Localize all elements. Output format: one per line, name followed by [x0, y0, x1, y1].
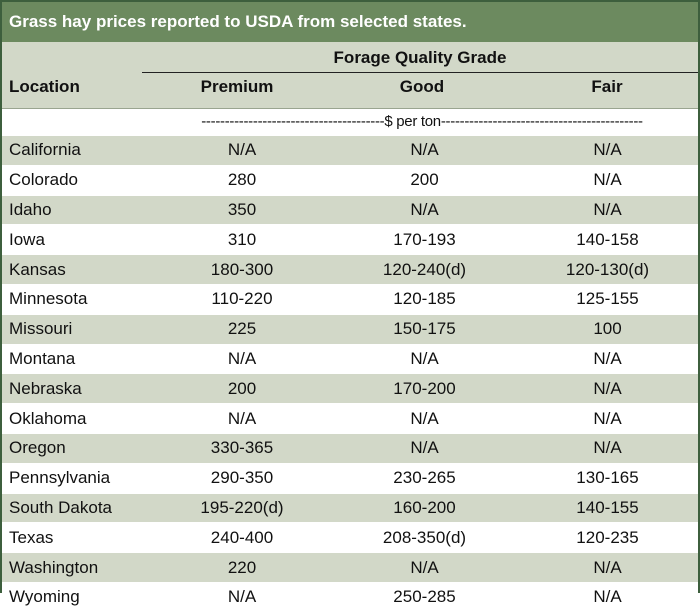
header-fair: Fair	[591, 77, 623, 96]
header-location: Location	[9, 77, 80, 96]
table-row: Texas 240-400 208-350(d) 120-235	[2, 522, 698, 553]
row-premium-price: N/A	[152, 343, 332, 374]
row-fair-price: N/A	[517, 552, 698, 583]
row-good-price: N/A	[332, 552, 517, 583]
row-location: Colorado	[2, 164, 152, 196]
row-premium-price: 350	[152, 194, 332, 225]
unit-label: ---------------------------------------$…	[201, 113, 643, 130]
row-good-price: 200	[332, 164, 517, 196]
row-fair-price: 100	[517, 313, 698, 345]
row-fair-price: N/A	[517, 194, 698, 225]
row-premium-price: 110-220	[152, 283, 332, 315]
header-good: Good	[399, 77, 445, 96]
row-location: Missouri	[2, 313, 152, 345]
table-row: Pennsylvania 290-350 230-265 130-165	[2, 462, 698, 494]
table-row: California N/A N/A N/A	[2, 135, 698, 166]
row-premium-price: 280	[152, 164, 332, 196]
row-fair-price: 140-155	[517, 492, 698, 523]
row-fair-price: 130-165	[517, 462, 698, 494]
row-premium-price: 240-400	[152, 522, 332, 553]
table-title: Grass hay prices reported to USDA from s…	[2, 2, 698, 42]
row-location: Montana	[2, 343, 152, 374]
row-premium-price: 310	[152, 224, 332, 255]
row-premium-price: 220	[152, 552, 332, 583]
row-good-price: 208-350(d)	[332, 522, 517, 553]
row-good-price: 230-265	[332, 462, 517, 494]
row-location: Texas	[2, 522, 152, 553]
table-header: Location Forage Quality Grade Premium Go…	[2, 42, 698, 108]
row-fair-price: 120-235	[517, 522, 698, 553]
row-location: Wyoming	[2, 581, 152, 612]
row-good-price: N/A	[332, 432, 517, 464]
row-good-price: 120-240(d)	[332, 254, 517, 285]
row-good-price: 120-185	[332, 283, 517, 315]
row-good-price: N/A	[332, 403, 517, 434]
table-row: Idaho 350 N/A N/A	[2, 194, 698, 225]
row-location: Iowa	[2, 224, 152, 255]
row-fair-price: N/A	[517, 432, 698, 464]
row-fair-price: N/A	[517, 581, 698, 612]
row-premium-price: 225	[152, 313, 332, 345]
row-good-price: 170-200	[332, 373, 517, 404]
row-premium-price: 195-220(d)	[152, 492, 332, 523]
table-row: Wyoming N/A 250-285 N/A	[2, 581, 698, 612]
row-fair-price: N/A	[517, 373, 698, 404]
row-good-price: 250-285	[332, 581, 517, 612]
row-good-price: N/A	[332, 343, 517, 374]
row-location: Oregon	[2, 432, 152, 464]
row-location: California	[2, 135, 152, 166]
unit-row: ---------------------------------------$…	[2, 108, 698, 135]
row-fair-price: N/A	[517, 164, 698, 196]
row-good-price: 160-200	[332, 492, 517, 523]
row-fair-price: 125-155	[517, 283, 698, 315]
row-location: Idaho	[2, 194, 152, 225]
table-row: Missouri 225 150-175 100	[2, 313, 698, 345]
row-good-price: 170-193	[332, 224, 517, 255]
row-location: Pennsylvania	[2, 462, 152, 494]
price-grid: California N/A N/A N/A Colorado 280 200 N/A Idah…	[2, 135, 698, 612]
row-location: Kansas	[2, 254, 152, 285]
row-fair-price: N/A	[517, 403, 698, 434]
row-premium-price: N/A	[152, 403, 332, 434]
row-premium-price: 330-365	[152, 432, 332, 464]
table-row: South Dakota 195-220(d) 160-200 140-155	[2, 492, 698, 523]
row-good-price: N/A	[332, 194, 517, 225]
header-rule	[142, 72, 698, 73]
row-location: Minnesota	[2, 283, 152, 315]
price-grid-body: California N/A N/A N/A Colorado 280 200 N/A Idah…	[2, 135, 698, 612]
row-location: Oklahoma	[2, 403, 152, 434]
header-premium: Premium	[200, 77, 274, 96]
table-row: Washington 220 N/A N/A	[2, 552, 698, 583]
row-good-price: N/A	[332, 135, 517, 166]
row-premium-price: N/A	[152, 135, 332, 166]
row-premium-price: N/A	[152, 581, 332, 612]
row-fair-price: 140-158	[517, 224, 698, 255]
row-location: South Dakota	[2, 492, 152, 523]
table-row: Oregon 330-365 N/A N/A	[2, 432, 698, 464]
row-fair-price: N/A	[517, 343, 698, 374]
row-location: Washington	[2, 552, 152, 583]
row-premium-price: 200	[152, 373, 332, 404]
table-row: Colorado 280 200 N/A	[2, 164, 698, 196]
row-fair-price: N/A	[517, 135, 698, 166]
table-row: Minnesota 110-220 120-185 125-155	[2, 283, 698, 315]
row-fair-price: 120-130(d)	[517, 254, 698, 285]
table-row: Oklahoma N/A N/A N/A	[2, 403, 698, 434]
row-good-price: 150-175	[332, 313, 517, 345]
table-row: Kansas 180-300 120-240(d) 120-130(d)	[2, 254, 698, 285]
table-row: Montana N/A N/A N/A	[2, 343, 698, 374]
row-premium-price: 290-350	[152, 462, 332, 494]
header-forage-quality-grade: Forage Quality Grade	[333, 48, 507, 67]
row-location: Nebraska	[2, 373, 152, 404]
table-row: Nebraska 200 170-200 N/A	[2, 373, 698, 404]
row-premium-price: 180-300	[152, 254, 332, 285]
table-row: Iowa 310 170-193 140-158	[2, 224, 698, 255]
